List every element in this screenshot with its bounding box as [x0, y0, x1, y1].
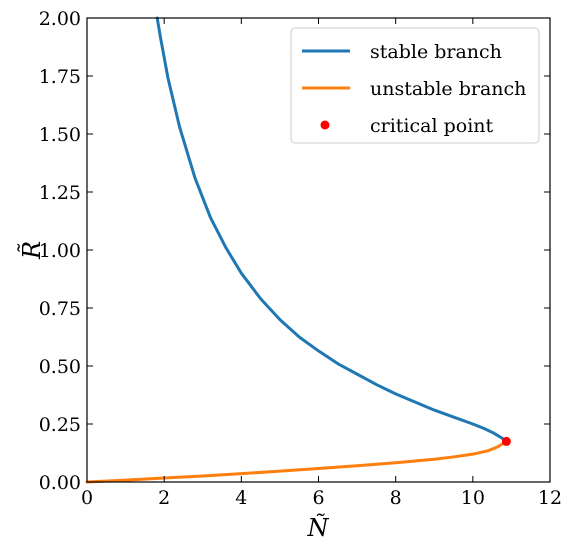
x-tick-label: 10 [461, 487, 485, 509]
legend-label-0: stable branch [370, 41, 502, 63]
y-tick-label: 1.75 [39, 66, 81, 88]
x-tick-label: 6 [312, 487, 324, 509]
y-tick-label: 1.25 [39, 182, 81, 204]
y-tick-label: 2.00 [39, 8, 81, 30]
y-tick-label: 0.75 [39, 298, 81, 320]
x-tick-label: 12 [538, 487, 562, 509]
x-tick-label: 4 [235, 487, 247, 509]
legend-box [290, 27, 540, 144]
axis-ticks: 0 2 4 6 8 10 12 0.00 0.25 0.50 0.75 1.00 1.25 1.50 1.7… [39, 8, 562, 509]
y-tick-label: 0.25 [39, 414, 81, 436]
y-tick-label: 1.00 [39, 240, 81, 262]
x-tick-label: 8 [390, 487, 402, 509]
legend: stable branch unstable branch critical poi… [290, 27, 540, 144]
y-tick-label: 1.50 [39, 124, 81, 146]
y-axis-label: R̃ [18, 241, 46, 260]
plot-lines [85, 16, 511, 484]
legend-label-2: critical point [370, 115, 494, 137]
series-line-1 [85, 439, 508, 484]
critical-point-marker [501, 436, 511, 446]
legend-label-1: unstable branch [370, 78, 526, 100]
y-tick-label: 0.00 [39, 472, 81, 494]
x-axis-label: Ñ [307, 512, 330, 542]
x-tick-label: 2 [158, 487, 170, 509]
legend-marker-2 [320, 120, 330, 130]
y-tick-label: 0.50 [39, 356, 81, 378]
x-tick-label: 0 [81, 487, 93, 509]
series-line-0 [155, 16, 508, 443]
